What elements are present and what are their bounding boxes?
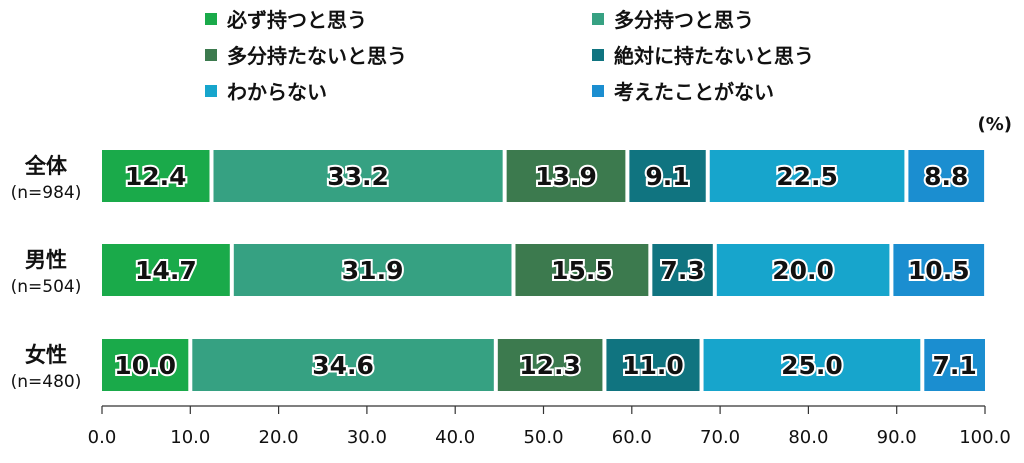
category-sample-size: (n=984) <box>11 183 82 203</box>
legend-label: 多分持たないと思う <box>227 44 407 68</box>
bar-segment <box>515 244 649 296</box>
bar-row: 全体 (n=984) 12.4 33.2 13.9 9.1 22.5 8.8 <box>11 150 985 203</box>
x-tick-label: 40.0 <box>435 427 475 448</box>
x-axis: 0.0 10.0 20.0 30.0 40.0 50.0 60.0 70.0 80.0 90.0 1… <box>88 405 1011 448</box>
category-sample-size: (n=480) <box>11 372 82 392</box>
x-tick-label: 50.0 <box>523 427 563 448</box>
bar-segment <box>703 339 921 391</box>
data-label: 33.2 <box>327 162 389 191</box>
bar-segment <box>893 244 985 296</box>
bar-segment <box>924 339 985 391</box>
legend-item: 絶対に持たないと思う <box>592 44 814 68</box>
bar-segment <box>506 150 626 202</box>
bar-segment <box>213 150 503 202</box>
data-label: 13.9 <box>535 162 597 191</box>
x-tick-label: 100.0 <box>959 427 1011 448</box>
legend-swatch <box>592 85 604 97</box>
data-label: 7.1 <box>933 351 977 380</box>
x-tick-label: 80.0 <box>788 427 828 448</box>
legend-swatch <box>592 49 604 61</box>
bar-segment <box>629 150 706 202</box>
data-label: 12.3 <box>519 351 581 380</box>
data-label: 34.6 <box>312 351 374 380</box>
data-label: 25.0 <box>781 351 843 380</box>
bar-segment <box>652 244 713 296</box>
bar-segment <box>606 339 700 391</box>
legend-label: 必ず持つと思う <box>226 8 367 32</box>
unit-label: (%) <box>978 114 1013 135</box>
category-label: 男性 <box>25 248 67 272</box>
bar-segment <box>102 150 210 202</box>
bar-row: 女性 (n=480) 10.0 34.6 12.3 11.0 25.0 7.1 <box>11 339 985 392</box>
bar-segment <box>102 244 230 296</box>
data-label: 11.0 <box>622 351 684 380</box>
legend-label: わからない <box>227 80 327 104</box>
legend-swatch <box>205 85 217 97</box>
data-label: 20.0 <box>772 256 834 285</box>
x-tick-label: 60.0 <box>612 427 652 448</box>
legend-item: 考えたことがない <box>592 80 774 104</box>
legend-label: 絶対に持たないと思う <box>614 44 814 68</box>
legend-item: わからない <box>205 80 327 104</box>
x-tick-label: 30.0 <box>347 427 387 448</box>
data-label: 10.0 <box>114 351 176 380</box>
legend-swatch <box>592 13 604 25</box>
legend-label: 考えたことがない <box>614 80 774 104</box>
data-label: 15.5 <box>551 256 613 285</box>
data-label: 8.8 <box>924 162 968 191</box>
x-tick-label: 70.0 <box>700 427 740 448</box>
bar-segment <box>233 244 512 296</box>
bar-segment <box>716 244 890 296</box>
category-label: 女性 <box>25 343 67 367</box>
category-sample-size: (n=504) <box>11 277 82 297</box>
bar-segment <box>497 339 603 391</box>
legend-item: 多分持つと思う <box>592 8 754 32</box>
data-label: 7.3 <box>660 256 704 285</box>
category-label: 全体 <box>24 154 68 178</box>
legend-swatch <box>205 49 217 61</box>
bar-segment <box>709 150 905 202</box>
bar-segment <box>102 339 189 391</box>
x-tick-label: 90.0 <box>877 427 917 448</box>
x-tick-label: 0.0 <box>88 427 117 448</box>
data-label: 14.7 <box>135 256 197 285</box>
legend-item: 必ず持つと思う <box>205 8 367 32</box>
legend-label: 多分持つと思う <box>614 8 754 32</box>
bar-segment <box>908 150 985 202</box>
bar-row: 男性 (n=504) 14.7 31.9 15.5 7.3 20.0 10.5 <box>11 244 985 297</box>
bar-rows: 全体 (n=984) 12.4 33.2 13.9 9.1 22.5 8.8 男性 (n=504)… <box>11 150 985 392</box>
data-label: 12.4 <box>125 162 187 191</box>
data-label: 31.9 <box>342 256 404 285</box>
legend-item: 多分持たないと思う <box>205 44 407 68</box>
bar-segment <box>192 339 494 391</box>
data-label: 9.1 <box>645 162 689 191</box>
x-tick-label: 20.0 <box>259 427 299 448</box>
legend-swatch <box>205 13 217 25</box>
x-tick-label: 10.0 <box>170 427 210 448</box>
data-label: 22.5 <box>776 162 838 191</box>
data-label: 10.5 <box>908 256 970 285</box>
